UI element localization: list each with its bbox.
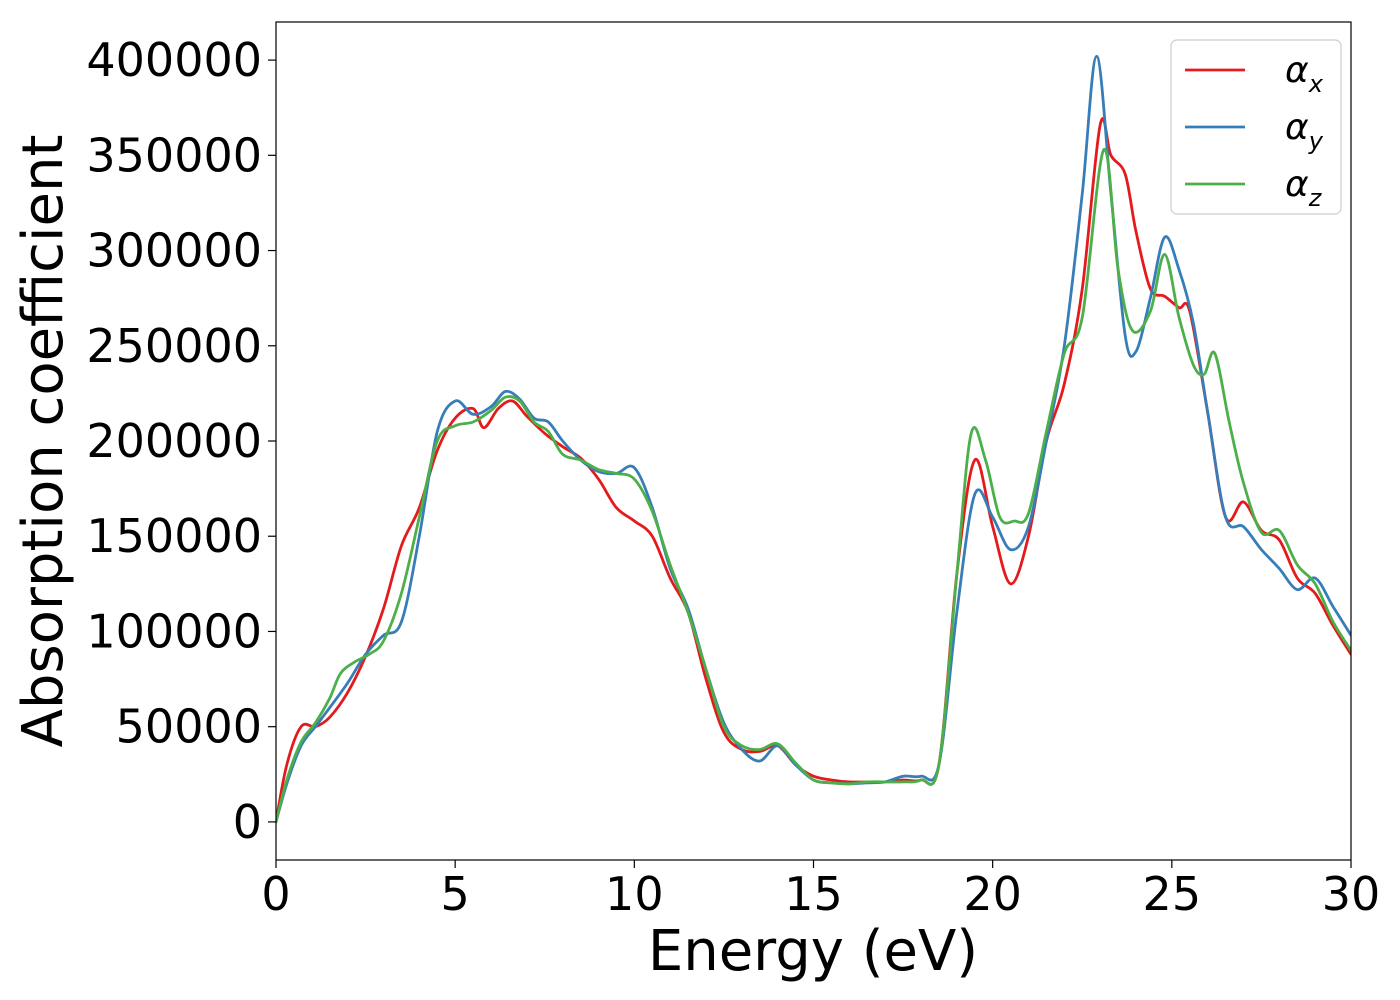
x-tick-label: 25 bbox=[1143, 867, 1202, 921]
legend-label-y: αy bbox=[1285, 107, 1324, 155]
x-tick-label: 30 bbox=[1322, 867, 1381, 921]
y-tick-label: 50000 bbox=[116, 700, 262, 754]
series-line-z bbox=[276, 148, 1351, 824]
x-tick-label: 10 bbox=[605, 867, 664, 921]
y-tick-label: 0 bbox=[233, 795, 262, 849]
y-axis-ticks: 0 50000 100000 150000 200000 250000 300000 3500… bbox=[86, 33, 276, 849]
plot-lines bbox=[276, 54, 1351, 824]
x-axis-ticks: 0 5 10 15 20 25 30 bbox=[261, 860, 1380, 921]
x-axis-label: Energy (eV) bbox=[648, 919, 978, 984]
legend-label-z: αz bbox=[1285, 164, 1323, 212]
y-tick-label: 350000 bbox=[86, 128, 262, 182]
y-axis-label: Absorption coefficient bbox=[11, 135, 76, 748]
legend: αx αy αz bbox=[1170, 39, 1342, 215]
series-line-x bbox=[276, 117, 1351, 824]
y-tick-label: 100000 bbox=[86, 604, 262, 658]
y-tick-label: 400000 bbox=[86, 33, 262, 87]
x-tick-label: 15 bbox=[784, 867, 843, 921]
y-tick-label: 300000 bbox=[86, 224, 262, 278]
legend-label-x: αx bbox=[1285, 50, 1324, 98]
y-tick-label: 250000 bbox=[86, 319, 262, 373]
x-tick-label: 0 bbox=[261, 867, 290, 921]
legend-box bbox=[1170, 39, 1342, 215]
y-tick-label: 150000 bbox=[86, 509, 262, 563]
x-tick-label: 20 bbox=[963, 867, 1022, 921]
x-tick-label: 5 bbox=[441, 867, 470, 921]
y-tick-label: 200000 bbox=[86, 414, 262, 468]
